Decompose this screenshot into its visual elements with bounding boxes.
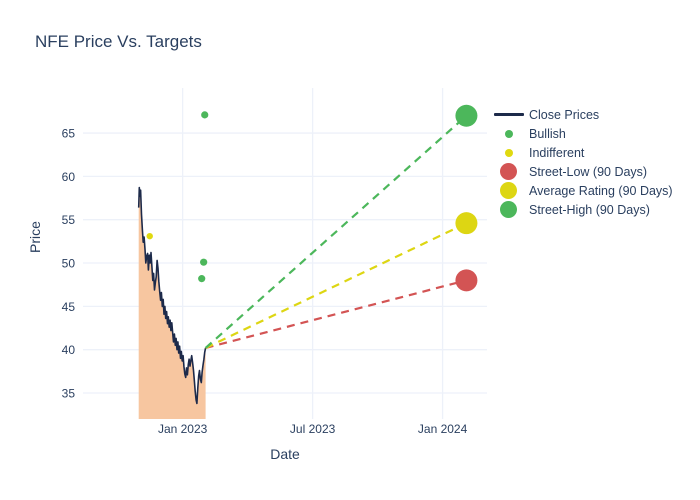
legend-item-average-rating-days[interactable]: Average Rating (90 Days) <box>493 181 673 200</box>
legend-label: Street-Low (90 Days) <box>529 164 648 179</box>
chart-title: NFE Price Vs. Targets <box>35 32 202 51</box>
target-marker-average-rating-days <box>455 212 478 235</box>
legend-circle-icon <box>493 201 524 218</box>
legend-item-close-prices[interactable]: Close Prices <box>493 105 673 124</box>
legend-label: Close Prices <box>529 107 600 122</box>
legend-label: Average Rating (90 Days) <box>529 183 673 198</box>
legend-item-bullish[interactable]: Bullish <box>493 124 673 143</box>
legend-item-indifferent[interactable]: Indifferent <box>493 143 673 162</box>
close-price-area <box>138 187 206 419</box>
legend-item-street-high-days[interactable]: Street-High (90 Days) <box>493 200 673 219</box>
x-tick-label: Jul 2023 <box>290 422 336 436</box>
rating-dot-bullish <box>200 258 208 266</box>
rating-dot-bullish <box>198 275 206 283</box>
legend-dot-icon <box>493 148 524 157</box>
y-tick-label: 50 <box>62 257 76 271</box>
y-tick-label: 35 <box>62 387 76 401</box>
target-marker-street-low-days <box>455 269 478 292</box>
y-tick-label: 60 <box>62 170 76 184</box>
target-line-average-rating-days <box>205 222 467 349</box>
target-line-street-low-days <box>205 279 467 350</box>
y-tick-label: 40 <box>62 343 76 357</box>
y-tick-label: 45 <box>62 300 76 314</box>
legend-circle-icon <box>493 163 524 180</box>
legend-circle-icon <box>493 182 524 199</box>
legend-label: Street-High (90 Days) <box>529 202 650 217</box>
legend-dot-icon <box>493 129 524 138</box>
legend-label: Bullish <box>529 126 566 141</box>
close-price-line <box>137 186 207 405</box>
y-tick-label: 55 <box>62 213 76 227</box>
rating-dot-indifferent <box>146 232 153 240</box>
y-tick-label: 65 <box>62 127 76 141</box>
target-line-street-high-days <box>204 114 468 349</box>
x-tick-label: Jan 2024 <box>418 422 468 436</box>
rating-dot-bullish <box>201 111 209 119</box>
target-marker-street-high-days <box>455 104 478 127</box>
legend-item-street-low-days[interactable]: Street-Low (90 Days) <box>493 162 673 181</box>
x-axis-title: Date <box>270 446 300 462</box>
x-tick-label: Jan 2023 <box>158 422 208 436</box>
legend-line-icon <box>493 113 524 116</box>
legend-label: Indifferent <box>529 145 585 160</box>
legend: Close Prices Bullish Indifferent Street-Low… <box>493 105 673 219</box>
